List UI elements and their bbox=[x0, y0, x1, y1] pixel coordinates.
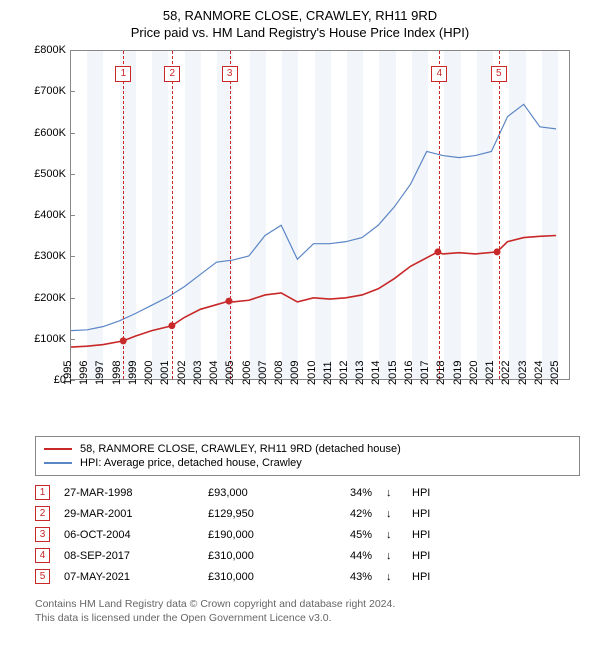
event-marker-box: 1 bbox=[115, 66, 131, 82]
event-price: £93,000 bbox=[208, 487, 303, 499]
x-tick-label: 2020 bbox=[468, 361, 480, 385]
event-hpi-label: HPI bbox=[412, 550, 430, 562]
event-row: 4 08-SEP-2017 £310,000 44% ↓ HPI bbox=[35, 545, 580, 566]
y-tick-label: £200K bbox=[34, 292, 66, 304]
y-tick-label: £600K bbox=[34, 127, 66, 139]
event-pct: 44% bbox=[317, 550, 372, 562]
event-hpi-label: HPI bbox=[412, 487, 430, 499]
event-number-box: 3 bbox=[35, 527, 50, 542]
chart-area: 12345 £0£100K£200K£300K£400K£500K£600K£7… bbox=[22, 50, 582, 430]
x-tick-label: 2022 bbox=[500, 361, 512, 385]
legend-swatch bbox=[44, 462, 72, 464]
plot-area: 1 2 3 4 5 bbox=[70, 50, 570, 380]
down-arrow-icon: ↓ bbox=[386, 487, 398, 499]
y-tick-label: £400K bbox=[34, 209, 66, 221]
event-marker-box: 5 bbox=[491, 66, 507, 82]
x-tick-label: 1999 bbox=[127, 361, 139, 385]
legend-label: 58, RANMORE CLOSE, CRAWLEY, RH11 9RD (de… bbox=[80, 443, 401, 455]
event-row: 5 07-MAY-2021 £310,000 43% ↓ HPI bbox=[35, 566, 580, 587]
event-marker-box: 4 bbox=[431, 66, 447, 82]
x-tick-label: 2003 bbox=[192, 361, 204, 385]
down-arrow-icon: ↓ bbox=[386, 550, 398, 562]
legend-swatch bbox=[44, 448, 72, 450]
x-tick-label: 1998 bbox=[111, 361, 123, 385]
chart-title-address: 58, RANMORE CLOSE, CRAWLEY, RH11 9RD bbox=[0, 8, 600, 23]
x-tick-label: 2013 bbox=[354, 361, 366, 385]
event-date: 08-SEP-2017 bbox=[64, 550, 194, 562]
x-tick-label: 2002 bbox=[176, 361, 188, 385]
footer: Contains HM Land Registry data © Crown c… bbox=[35, 597, 580, 625]
y-tick-label: £800K bbox=[34, 44, 66, 56]
event-date: 29-MAR-2001 bbox=[64, 508, 194, 520]
x-tick-label: 1995 bbox=[62, 361, 74, 385]
chart-svg bbox=[71, 51, 569, 379]
event-price: £129,950 bbox=[208, 508, 303, 520]
x-tick-label: 2009 bbox=[289, 361, 301, 385]
event-price: £310,000 bbox=[208, 550, 303, 562]
legend-item: HPI: Average price, detached house, Craw… bbox=[44, 456, 571, 470]
event-table: 1 27-MAR-1998 £93,000 34% ↓ HPI 2 29-MAR-2001 £1… bbox=[35, 482, 580, 587]
footer-line: This data is licensed under the Open Gov… bbox=[35, 611, 580, 625]
y-tick-label: £100K bbox=[34, 333, 66, 345]
event-pct: 45% bbox=[317, 529, 372, 541]
x-tick-label: 2016 bbox=[403, 361, 415, 385]
x-tick-label: 2025 bbox=[549, 361, 561, 385]
x-tick-label: 1997 bbox=[94, 361, 106, 385]
x-tick-label: 2014 bbox=[370, 361, 382, 385]
event-row: 2 29-MAR-2001 £129,950 42% ↓ HPI bbox=[35, 503, 580, 524]
event-pct: 34% bbox=[317, 487, 372, 499]
x-tick-label: 2006 bbox=[241, 361, 253, 385]
x-tick-label: 2004 bbox=[208, 361, 220, 385]
down-arrow-icon: ↓ bbox=[386, 508, 398, 520]
x-tick-label: 2021 bbox=[484, 361, 496, 385]
event-pct: 43% bbox=[317, 571, 372, 583]
legend: 58, RANMORE CLOSE, CRAWLEY, RH11 9RD (de… bbox=[35, 436, 580, 476]
x-tick-label: 2005 bbox=[224, 361, 236, 385]
chart-container: 58, RANMORE CLOSE, CRAWLEY, RH11 9RD Pri… bbox=[0, 0, 600, 650]
x-tick-label: 2000 bbox=[143, 361, 155, 385]
event-date: 07-MAY-2021 bbox=[64, 571, 194, 583]
y-tick-label: £500K bbox=[34, 168, 66, 180]
x-tick-label: 2012 bbox=[338, 361, 350, 385]
event-number-box: 4 bbox=[35, 548, 50, 563]
x-tick-label: 2018 bbox=[435, 361, 447, 385]
event-date: 06-OCT-2004 bbox=[64, 529, 194, 541]
x-tick-label: 2019 bbox=[452, 361, 464, 385]
y-tick-label: £300K bbox=[34, 250, 66, 262]
event-marker-box: 2 bbox=[164, 66, 180, 82]
x-tick-label: 2023 bbox=[517, 361, 529, 385]
event-row: 3 06-OCT-2004 £190,000 45% ↓ HPI bbox=[35, 524, 580, 545]
x-tick-label: 2010 bbox=[306, 361, 318, 385]
x-tick-label: 2017 bbox=[419, 361, 431, 385]
footer-line: Contains HM Land Registry data © Crown c… bbox=[35, 597, 580, 611]
event-row: 1 27-MAR-1998 £93,000 34% ↓ HPI bbox=[35, 482, 580, 503]
x-tick-label: 2011 bbox=[322, 361, 334, 385]
x-tick-label: 2015 bbox=[387, 361, 399, 385]
event-price: £190,000 bbox=[208, 529, 303, 541]
event-marker-box: 3 bbox=[222, 66, 238, 82]
event-number-box: 1 bbox=[35, 485, 50, 500]
event-number-box: 2 bbox=[35, 506, 50, 521]
event-pct: 42% bbox=[317, 508, 372, 520]
event-hpi-label: HPI bbox=[412, 508, 430, 520]
x-tick-label: 1996 bbox=[78, 361, 90, 385]
event-number-box: 5 bbox=[35, 569, 50, 584]
event-hpi-label: HPI bbox=[412, 571, 430, 583]
x-tick-label: 2001 bbox=[159, 361, 171, 385]
x-tick-label: 2008 bbox=[273, 361, 285, 385]
y-tick-label: £700K bbox=[34, 85, 66, 97]
legend-item: 58, RANMORE CLOSE, CRAWLEY, RH11 9RD (de… bbox=[44, 442, 571, 456]
chart-titles: 58, RANMORE CLOSE, CRAWLEY, RH11 9RD Pri… bbox=[0, 0, 600, 44]
down-arrow-icon: ↓ bbox=[386, 571, 398, 583]
event-hpi-label: HPI bbox=[412, 529, 430, 541]
legend-label: HPI: Average price, detached house, Craw… bbox=[80, 457, 302, 469]
event-date: 27-MAR-1998 bbox=[64, 487, 194, 499]
x-tick-label: 2024 bbox=[533, 361, 545, 385]
chart-title-subtitle: Price paid vs. HM Land Registry's House … bbox=[0, 25, 600, 40]
event-price: £310,000 bbox=[208, 571, 303, 583]
down-arrow-icon: ↓ bbox=[386, 529, 398, 541]
x-tick-label: 2007 bbox=[257, 361, 269, 385]
